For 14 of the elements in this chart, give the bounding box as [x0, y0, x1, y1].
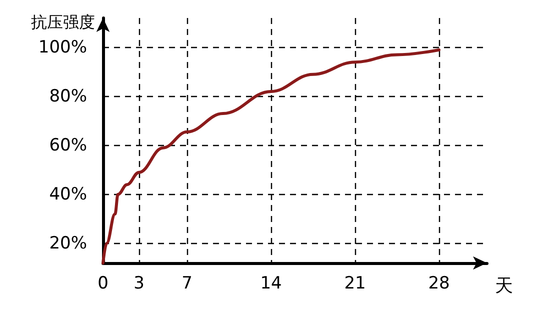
y-tick-label: 40% [49, 184, 87, 204]
x-tick-label: 14 [260, 274, 282, 294]
x-tick-label: 21 [344, 274, 366, 294]
line-series [102, 48, 440, 264]
x-tick-label: 28 [428, 274, 450, 294]
y-axis-title: 抗压强度 [31, 12, 95, 32]
y-tick-label: 60% [49, 135, 87, 156]
x-axis-title: 天 [495, 276, 513, 296]
x-tick-label: 3 [134, 274, 144, 294]
x-tick-label: 0 [98, 274, 108, 294]
x-tick-label: 7 [182, 274, 192, 294]
y-tick-label: 20% [49, 233, 87, 254]
y-tick-label: 80% [49, 86, 87, 106]
y-tick-label: 100% [38, 37, 87, 58]
